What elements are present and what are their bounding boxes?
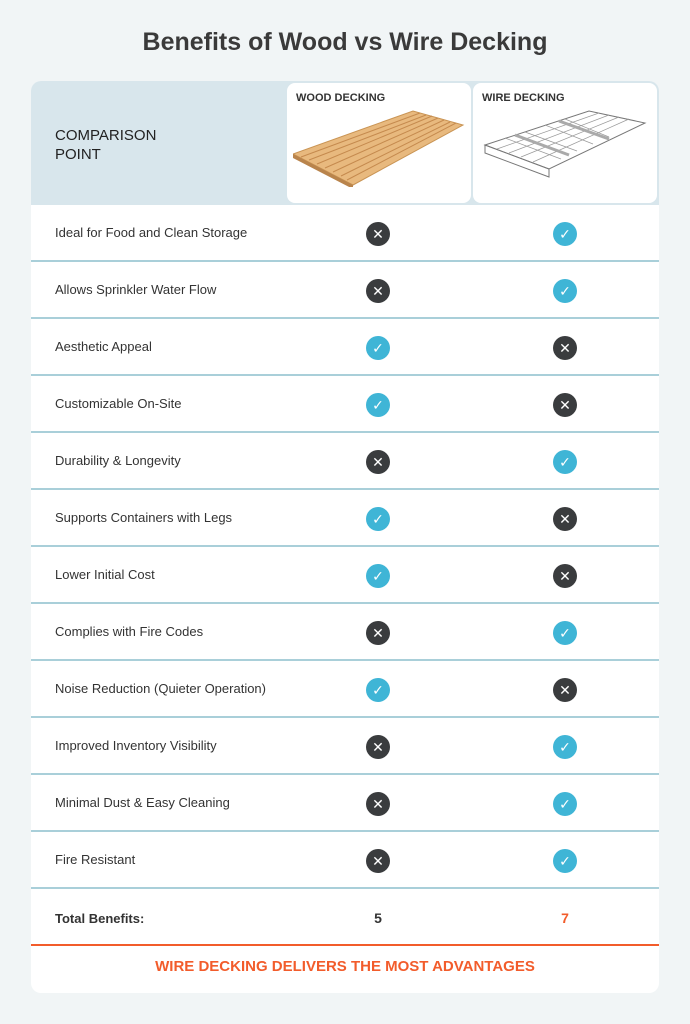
wood-decking-label: WOOD DECKING xyxy=(296,92,386,104)
row-label: Customizable On-Site xyxy=(55,396,182,411)
table-row: Minimal Dust & Easy Cleaning ✕ ✓ xyxy=(31,775,659,832)
wood-cross-icon: ✕ xyxy=(366,792,390,816)
wood-cross-icon: ✕ xyxy=(366,279,390,303)
wood-decking-image xyxy=(293,110,465,187)
table-row: Durability & Longevity ✕ ✓ xyxy=(31,433,659,490)
wood-cross-icon: ✕ xyxy=(366,735,390,759)
comparison-point-header: COMPARISON POINT xyxy=(55,127,157,163)
row-label: Minimal Dust & Easy Cleaning xyxy=(55,795,230,810)
wood-check-icon: ✓ xyxy=(366,336,390,360)
row-label: Complies with Fire Codes xyxy=(55,624,204,639)
row-label: Lower Initial Cost xyxy=(55,567,155,582)
row-label: Allows Sprinkler Water Flow xyxy=(55,282,217,297)
row-label: Fire Resistant xyxy=(55,852,136,867)
row-label: Aesthetic Appeal xyxy=(55,339,152,354)
wood-check-icon: ✓ xyxy=(366,507,390,531)
wire-cross-icon: ✕ xyxy=(553,507,577,531)
wood-check-icon: ✓ xyxy=(366,678,390,702)
table-row: Customizable On-Site ✓ ✕ xyxy=(31,376,659,433)
wire-decking-image xyxy=(483,110,647,178)
table-row: Noise Reduction (Quieter Operation) ✓ ✕ xyxy=(31,661,659,718)
row-label: Supports Containers with Legs xyxy=(55,510,233,525)
page-title: Benefits of Wood vs Wire Decking xyxy=(142,28,548,56)
wire-check-icon: ✓ xyxy=(553,735,577,759)
wire-check-icon: ✓ xyxy=(553,450,577,474)
wire-cross-icon: ✕ xyxy=(553,336,577,360)
table-row: Improved Inventory Visibility ✕ ✓ xyxy=(31,718,659,775)
wire-cross-icon: ✕ xyxy=(553,678,577,702)
wire-check-icon: ✓ xyxy=(553,222,577,246)
wire-cross-icon: ✕ xyxy=(553,393,577,417)
wire-decking-column-header: WIRE DECKING xyxy=(473,83,657,203)
wood-check-icon: ✓ xyxy=(366,564,390,588)
conclusion-banner: WIRE DECKING DELIVERS THE MOST ADVANTAGE… xyxy=(155,958,535,975)
wire-check-icon: ✓ xyxy=(553,792,577,816)
table-row: Supports Containers with Legs ✓ ✕ xyxy=(31,490,659,547)
row-label: Ideal for Food and Clean Storage xyxy=(55,225,248,240)
wire-cross-icon: ✕ xyxy=(553,564,577,588)
table-row: Allows Sprinkler Water Flow ✕ ✓ xyxy=(31,262,659,319)
table-row: Complies with Fire Codes ✕ ✓ xyxy=(31,604,659,661)
wood-cross-icon: ✕ xyxy=(366,450,390,474)
wood-cross-icon: ✕ xyxy=(366,621,390,645)
wire-check-icon: ✓ xyxy=(553,621,577,645)
total-benefits-row: Total Benefits: 5 7 xyxy=(31,889,659,946)
wood-total: 5 xyxy=(374,910,382,926)
table-row: Aesthetic Appeal ✓ ✕ xyxy=(31,319,659,376)
comparison-table: COMPARISON POINT WOOD DECKING WIRE DECKI… xyxy=(31,81,659,993)
wood-cross-icon: ✕ xyxy=(366,849,390,873)
wire-decking-label: WIRE DECKING xyxy=(482,92,565,104)
wire-check-icon: ✓ xyxy=(553,849,577,873)
table-row: Lower Initial Cost ✓ ✕ xyxy=(31,547,659,604)
table-row: Ideal for Food and Clean Storage ✕ ✓ xyxy=(31,205,659,262)
wire-check-icon: ✓ xyxy=(553,279,577,303)
row-label: Durability & Longevity xyxy=(55,453,181,468)
row-label: Noise Reduction (Quieter Operation) xyxy=(55,681,266,696)
wood-check-icon: ✓ xyxy=(366,393,390,417)
wood-cross-icon: ✕ xyxy=(366,222,390,246)
total-benefits-label: Total Benefits: xyxy=(55,911,145,926)
wire-total: 7 xyxy=(561,910,569,926)
wood-decking-column-header: WOOD DECKING xyxy=(287,83,471,203)
table-header: COMPARISON POINT WOOD DECKING WIRE DECKI… xyxy=(31,81,659,205)
table-row: Fire Resistant ✕ ✓ xyxy=(31,832,659,889)
row-label: Improved Inventory Visibility xyxy=(55,738,217,753)
